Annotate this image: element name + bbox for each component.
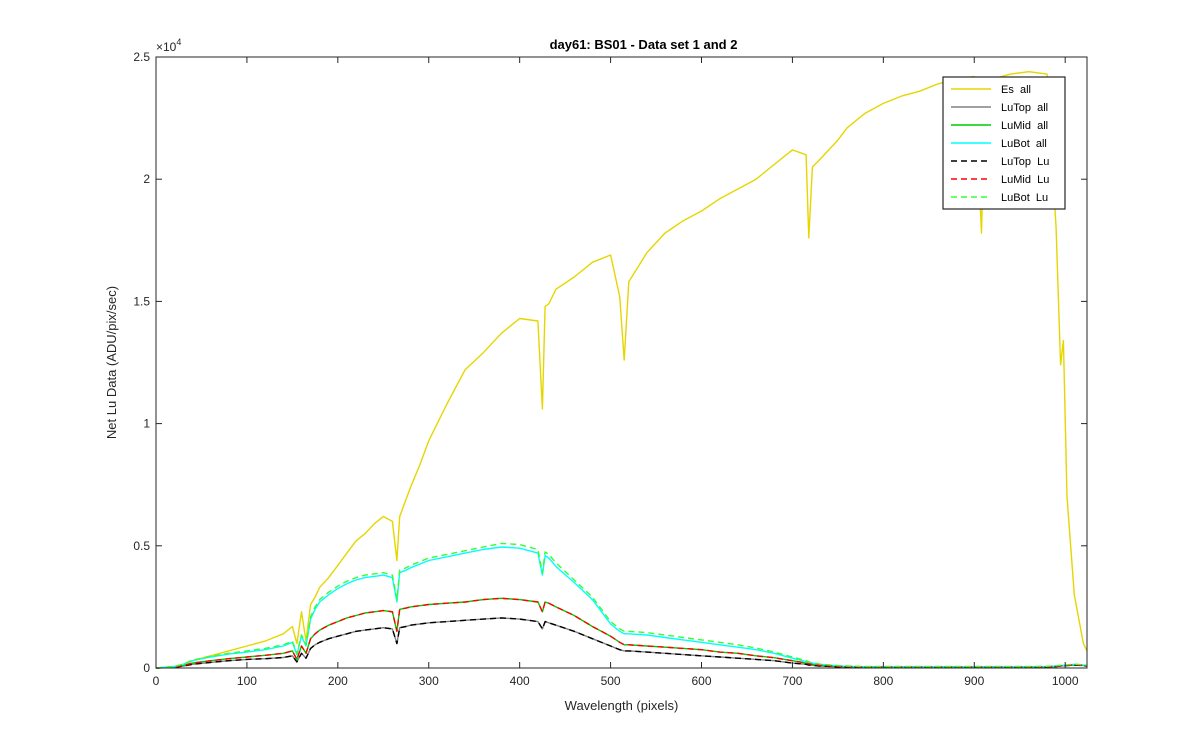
series-line-7 [155, 542, 1088, 669]
x-tick-label: 1000 [1052, 674, 1079, 688]
x-tick-label: 700 [782, 674, 802, 688]
legend: Es all LuTop all LuMid all LuBot all LuTop L… [942, 76, 1066, 210]
x-tick-label: 100 [237, 674, 257, 688]
legend-label: Es all [1001, 84, 1031, 96]
legend-label: LuMid Lu [1001, 174, 1049, 186]
y-tick-label: 0.5 [133, 539, 150, 553]
legend-label: LuTop Lu [1001, 156, 1049, 168]
x-tick-label: 0 [153, 674, 160, 688]
x-tick-label: 900 [964, 674, 984, 688]
axes-box [155, 56, 1088, 669]
legend-label: LuMid all [1001, 120, 1048, 132]
legend-label: LuBot all [1001, 138, 1047, 150]
legend-label: LuTop all [1001, 102, 1048, 114]
y-tick-label: 1 [143, 417, 150, 431]
x-tick-label: 500 [601, 674, 621, 688]
x-tick-label: 400 [510, 674, 530, 688]
series-layer [155, 71, 1088, 669]
x-tick-label: 800 [873, 674, 893, 688]
x-tick-label: 200 [328, 674, 348, 688]
plot-area [156, 57, 1087, 668]
y-tick-label: 1.5 [133, 294, 150, 308]
x-axis-label: Wavelength (pixels) [565, 698, 679, 713]
chart-title: day61: BS01 - Data set 1 and 2 [550, 37, 738, 52]
y-tick-label: 2.5 [133, 50, 150, 64]
y-tick-label: 0 [143, 661, 150, 675]
x-tick-label: 300 [419, 674, 439, 688]
x-axis: 0 100 200 300 400 500 600 700 800 900 1000 [153, 57, 1079, 688]
x-tick-label: 600 [691, 674, 711, 688]
y-axis: 0 0.5 1 1.5 2 2.5 [133, 50, 1087, 675]
y-tick-label: 2 [143, 172, 150, 186]
y-axis-label: Net Lu Data (ADU/pix/sec) [104, 286, 119, 439]
y-exponent-label: ×104 [156, 37, 181, 54]
legend-label: LuBot Lu [1001, 192, 1048, 204]
